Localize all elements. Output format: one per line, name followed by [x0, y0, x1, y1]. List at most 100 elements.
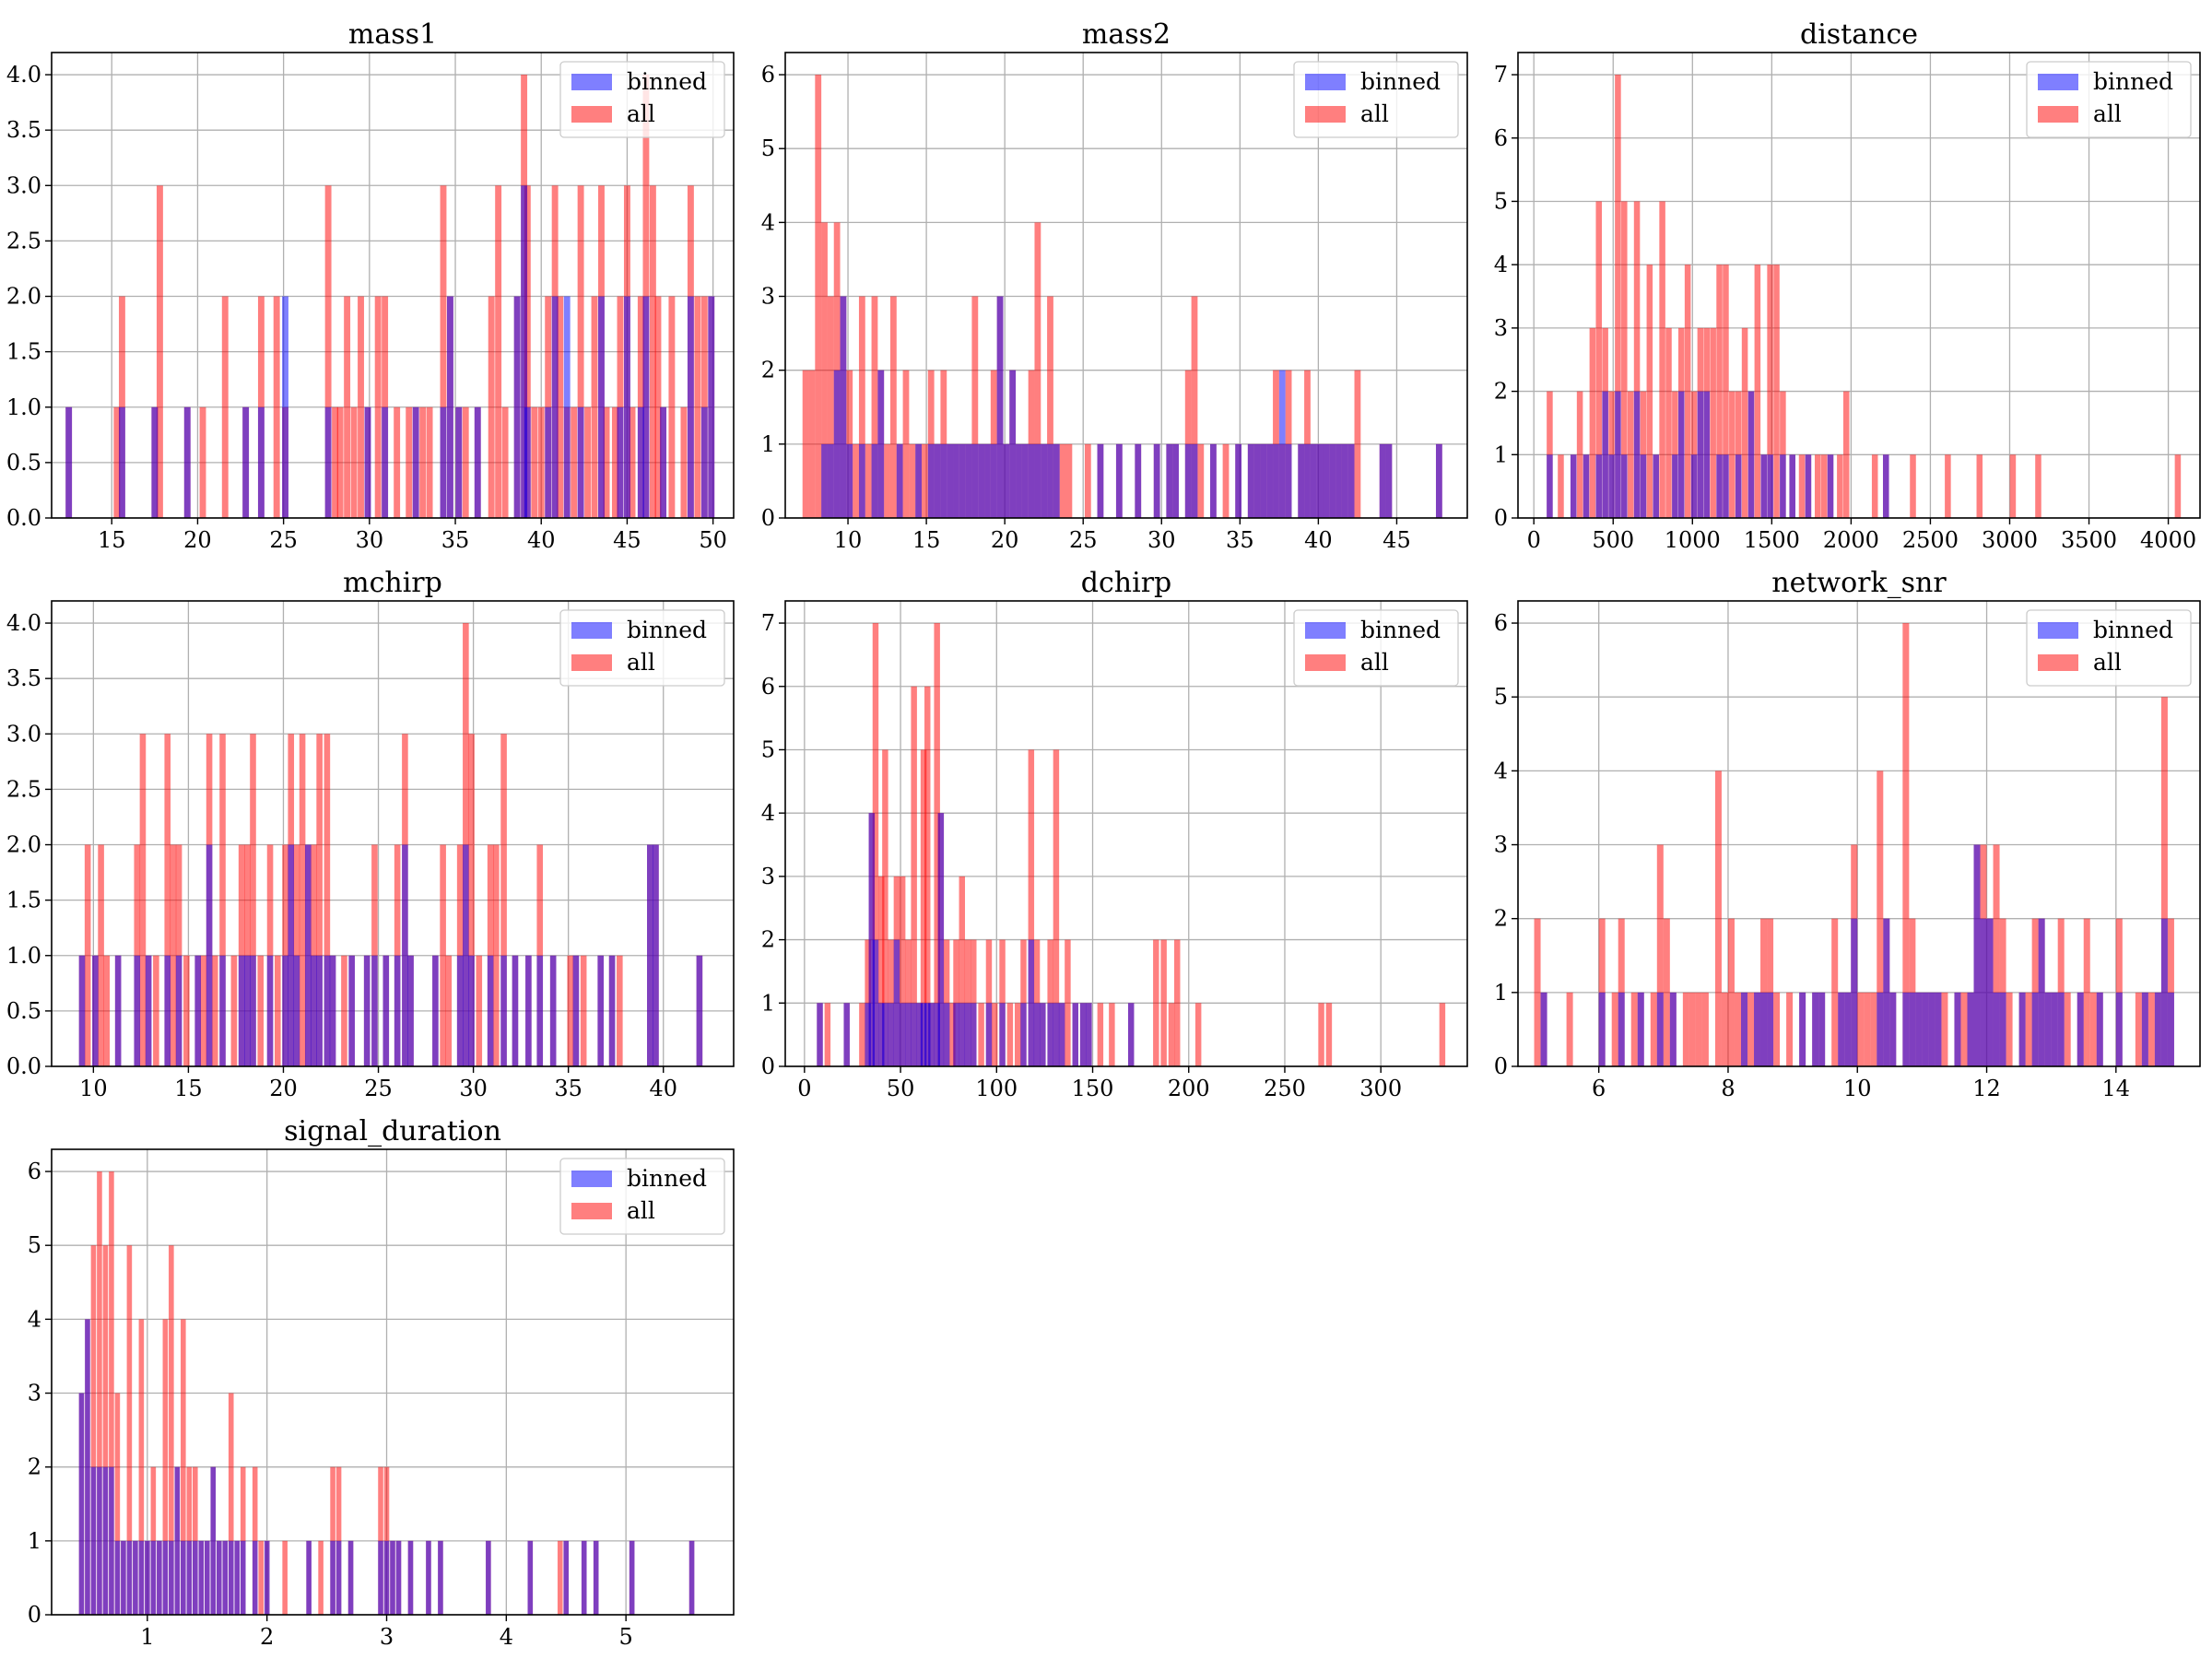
bar-all: [2035, 454, 2041, 518]
bar-binned: [827, 443, 834, 518]
bar-all: [109, 1171, 114, 1615]
bar-binned: [943, 1003, 950, 1066]
legend-swatch-binned: [571, 74, 612, 90]
bar-all: [1611, 992, 1618, 1066]
bar-binned: [965, 443, 972, 518]
legend-swatch-all: [571, 1203, 612, 1219]
bar-all: [153, 955, 159, 1066]
bar-all: [1065, 443, 1073, 518]
y-tick-label: 0: [761, 1053, 775, 1079]
y-tick-label: 2: [761, 927, 775, 953]
bar-all: [1960, 992, 1968, 1066]
bar-all: [617, 955, 623, 1066]
bar-all: [1993, 844, 2000, 1066]
bar-binned: [371, 955, 378, 1066]
bar-all: [877, 876, 885, 1066]
bar-all: [1837, 454, 1843, 518]
bar-binned: [97, 1466, 102, 1615]
bar-binned: [1266, 443, 1274, 518]
bar-binned: [348, 955, 355, 1066]
bar-binned: [1922, 992, 1929, 1066]
bar-binned: [114, 1540, 121, 1615]
bar-all: [181, 1319, 186, 1615]
bar-all: [1684, 265, 1691, 518]
bar-binned: [1033, 1003, 1041, 1066]
bar-binned: [872, 939, 879, 1066]
bar-binned: [1153, 443, 1160, 518]
bar-binned: [996, 296, 1004, 518]
y-tick-label: 4: [1494, 252, 1508, 277]
bar-all: [649, 185, 656, 519]
bar-binned: [1135, 443, 1142, 518]
bar-binned: [1184, 443, 1192, 518]
bar-all: [1191, 296, 1198, 518]
x-tick-label: 15: [98, 527, 126, 553]
bar-all: [859, 1003, 865, 1066]
bar-binned: [882, 1003, 888, 1066]
bar-binned: [617, 406, 624, 518]
bar-binned: [549, 955, 557, 1066]
bar-all: [1174, 939, 1181, 1066]
bar-all: [531, 406, 538, 518]
y-tick-label: 0: [28, 1602, 41, 1628]
bar-binned: [563, 1540, 570, 1615]
bar-binned: [1341, 443, 1348, 518]
y-tick-label: 5: [761, 736, 775, 762]
bar-binned: [911, 1003, 917, 1066]
bar-binned: [382, 955, 390, 1066]
y-tick-label: 7: [1494, 62, 1508, 88]
bar-binned: [204, 1540, 210, 1615]
y-tick-label: 0.0: [6, 505, 41, 531]
bar-binned: [192, 1540, 198, 1615]
bar-all: [571, 406, 578, 518]
bar-binned: [78, 1393, 85, 1615]
bar-binned: [978, 443, 985, 518]
x-tick-label: 3000: [1982, 527, 2038, 553]
bar-all: [1773, 265, 1780, 518]
y-tick-label: 6: [761, 62, 775, 88]
bar-all: [138, 1319, 145, 1615]
y-tick-label: 2: [1494, 379, 1508, 405]
bar-binned: [468, 955, 475, 1066]
bar-binned: [512, 955, 519, 1066]
bar-binned: [920, 1003, 927, 1066]
bar-binned: [1278, 370, 1286, 518]
x-tick-label: 8: [1721, 1076, 1735, 1101]
x-tick-label: 1: [140, 1624, 154, 1650]
bar-binned: [306, 1540, 312, 1615]
bar-binned: [1954, 992, 1961, 1066]
bar-binned: [1602, 391, 1608, 518]
bar-all: [1877, 771, 1884, 1066]
y-tick-label: 0.5: [6, 998, 41, 1024]
bar-binned: [181, 1540, 186, 1615]
bar-binned: [242, 406, 250, 518]
bar-binned: [877, 370, 885, 518]
bar-binned: [513, 296, 521, 518]
bar-all: [1659, 201, 1665, 518]
bar-binned: [90, 1466, 97, 1615]
x-tick-label: 50: [887, 1076, 915, 1101]
legend: binned all: [1293, 61, 1459, 138]
y-tick-label: 3: [28, 1381, 41, 1406]
bar-all: [228, 1393, 234, 1615]
bar-all: [920, 749, 927, 1066]
bar-binned: [1166, 443, 1173, 518]
bar-all: [324, 734, 331, 1066]
bar-binned: [394, 955, 401, 1066]
bar-binned: [846, 443, 853, 518]
bar-binned: [347, 1540, 354, 1615]
x-tick-label: 2500: [1902, 527, 1959, 553]
bar-all: [1976, 454, 1983, 518]
y-tick-label: 2.0: [6, 832, 41, 858]
x-tick-label: 0: [797, 1076, 811, 1101]
bar-binned: [474, 406, 481, 518]
bar-all: [990, 370, 997, 518]
bar-all: [911, 686, 917, 1066]
bar-all: [299, 734, 306, 1066]
bar-binned: [521, 185, 528, 519]
bar-all: [853, 443, 859, 518]
bar-all: [846, 370, 853, 518]
bar-binned: [412, 406, 419, 518]
bar-binned: [118, 406, 125, 518]
